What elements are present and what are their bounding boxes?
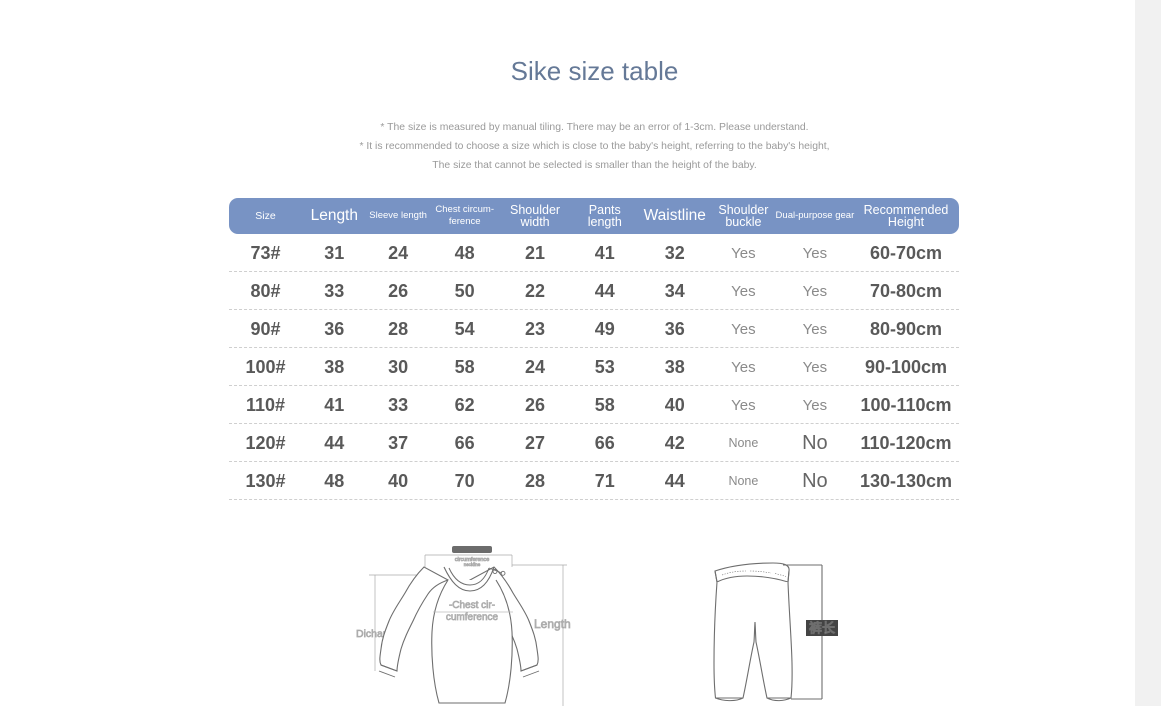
svg-text:-Chest cir-: -Chest cir- <box>449 600 495 611</box>
svg-text:neckline: neckline <box>464 562 481 567</box>
svg-text:裤长: 裤长 <box>809 621 835 636</box>
svg-text:Length: Length <box>534 617 571 631</box>
svg-text:cumference: cumference <box>446 612 499 623</box>
